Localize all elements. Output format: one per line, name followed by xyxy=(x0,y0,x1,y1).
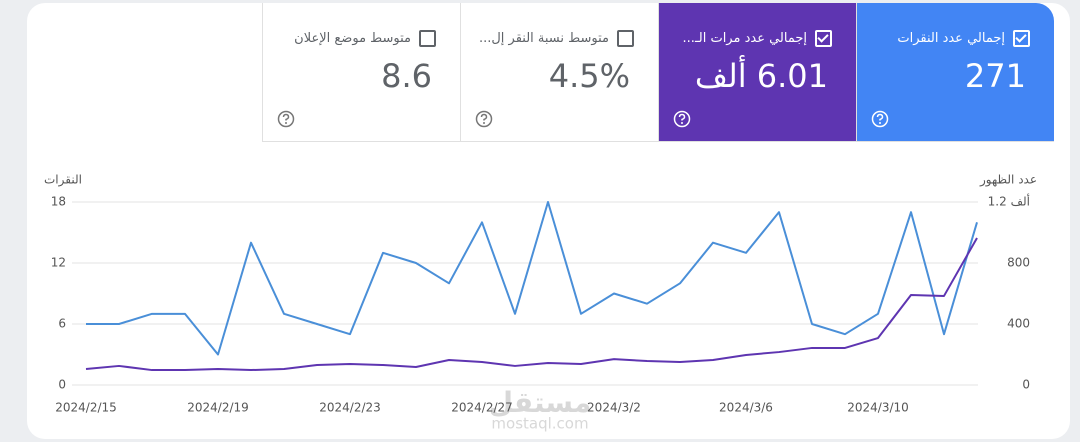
metric-value: 271 xyxy=(964,57,1026,95)
help-icon[interactable] xyxy=(277,110,295,128)
x-tick-label: 2024/3/6 xyxy=(719,401,773,415)
checkbox[interactable] xyxy=(1013,30,1030,47)
help-circle xyxy=(475,110,493,128)
x-tick-label: 2024/2/23 xyxy=(319,401,381,415)
data-line xyxy=(86,201,978,356)
help-icon[interactable] xyxy=(475,110,493,128)
watermark-url: mostaql.com xyxy=(491,415,588,433)
y2-tick-label: 400 xyxy=(1007,317,1030,331)
y-tick-label: 12 xyxy=(51,256,66,270)
metric-name: إجمالي عدد مرات الـ... xyxy=(682,31,807,46)
checkbox[interactable] xyxy=(815,30,832,47)
help-dot xyxy=(285,122,287,124)
metric-card[interactable]: متوسط نسبة النقر إل... 4.5% xyxy=(460,3,658,142)
x-tick-label: 2024/3/10 xyxy=(847,401,909,415)
x-tick-label: 2024/3/2 xyxy=(587,401,641,415)
metric-label: إجمالي عدد مرات الـ... xyxy=(683,30,832,47)
metric-value: 6.01 ألف xyxy=(694,57,828,95)
checkbox[interactable] xyxy=(617,30,634,47)
help-circle xyxy=(871,110,889,128)
metric-label: متوسط موضع الإعلان xyxy=(294,30,436,47)
metric-name: متوسط موضع الإعلان xyxy=(294,31,411,46)
help-mark xyxy=(678,113,686,121)
y-tick-label: 6 xyxy=(58,317,66,331)
metric-name: متوسط نسبة النقر إل... xyxy=(478,31,609,46)
metric-value: 8.6 xyxy=(381,57,432,95)
x-tick-label: 2024/2/15 xyxy=(55,401,117,415)
watermark: مستقل xyxy=(489,386,591,419)
help-mark xyxy=(282,113,290,121)
y2-axis-title: عدد الظهور xyxy=(979,173,1037,188)
checkbox[interactable] xyxy=(419,30,436,47)
y2-tick-label: 1.2 ألف xyxy=(988,194,1030,209)
help-dot xyxy=(681,122,683,124)
metric-label: إجمالي عدد النقرات xyxy=(897,30,1030,47)
y2-tick-label: 800 xyxy=(1007,256,1030,270)
help-icon[interactable] xyxy=(673,110,691,128)
performance-panel: إجمالي عدد النقرات 271 إجمالي عدد مرات الـ… xyxy=(27,3,1070,439)
help-circle xyxy=(277,110,295,128)
x-tick-label: 2024/2/19 xyxy=(187,401,249,415)
metric-card[interactable]: متوسط موضع الإعلان 8.6 xyxy=(262,3,460,142)
y-tick-label: 0 xyxy=(58,378,66,392)
x-tick-label: 2024/2/27 xyxy=(451,401,513,415)
help-dot xyxy=(879,122,881,124)
metric-card[interactable]: إجمالي عدد مرات الـ... 6.01 ألف xyxy=(658,3,856,142)
help-dot xyxy=(483,122,485,124)
metric-name: إجمالي عدد النقرات xyxy=(897,31,1005,46)
metric-value: 4.5% xyxy=(548,57,630,95)
y-axis-title: النقرات xyxy=(44,173,82,188)
y-tick-label: 18 xyxy=(51,195,66,209)
metric-card[interactable]: إجمالي عدد النقرات 271 xyxy=(856,3,1054,142)
help-mark xyxy=(480,113,488,121)
help-circle xyxy=(673,110,691,128)
y2-tick-label: 0 xyxy=(1022,378,1030,392)
help-icon[interactable] xyxy=(871,110,889,128)
data-line xyxy=(85,237,978,372)
metric-label: متوسط نسبة النقر إل... xyxy=(479,30,634,47)
help-mark xyxy=(876,113,884,121)
